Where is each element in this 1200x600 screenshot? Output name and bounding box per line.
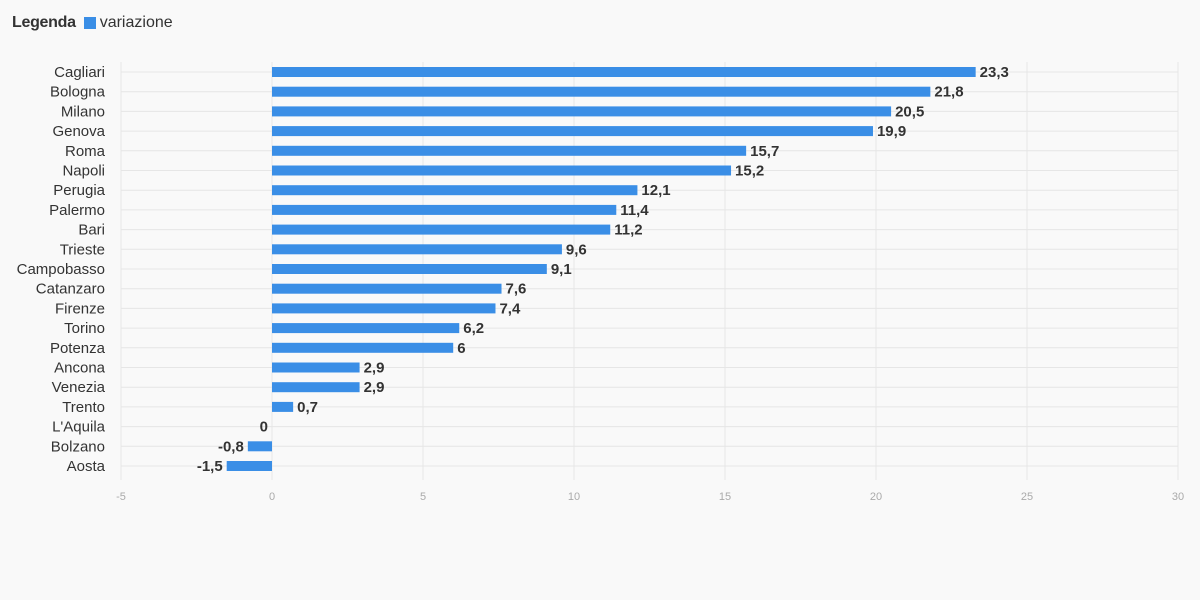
category-label: Milano [61, 103, 105, 120]
bar [272, 401, 294, 412]
value-label: 11,2 [614, 222, 642, 239]
label-layer: Cagliari 23,3 Bologna 21,8 Milano 20,5 Genova 1… [17, 64, 1009, 475]
category-label: Napoli [62, 163, 105, 180]
x-tick-label: -5 [116, 491, 126, 503]
x-tick-label: 5 [420, 491, 426, 503]
value-label: 11,4 [620, 202, 649, 219]
bar [247, 441, 272, 452]
value-label: 12,1 [641, 182, 670, 199]
legend-item-variazione[interactable]: variazione [83, 14, 173, 32]
bar [272, 342, 454, 353]
value-label: 23,3 [980, 64, 1009, 81]
x-axis-ticks: -5 0 5 10 15 20 25 30 [116, 491, 1184, 503]
bar [272, 224, 611, 235]
category-label: Bolzano [51, 438, 105, 455]
category-label: Trento [62, 399, 105, 416]
value-label: -1,5 [197, 458, 223, 475]
x-tick-label: 10 [568, 491, 580, 503]
value-label: 9,1 [551, 261, 572, 278]
bar [272, 126, 873, 137]
value-label: 20,5 [895, 103, 924, 120]
bar [272, 382, 360, 393]
x-tick-label: 15 [719, 491, 731, 503]
bar [272, 244, 562, 255]
legend-title: Legenda [12, 14, 76, 31]
category-label: Catanzaro [36, 281, 105, 298]
category-label: Bologna [50, 84, 106, 101]
value-label: 15,2 [735, 163, 764, 180]
bar [272, 185, 638, 196]
x-tick-label: 20 [870, 491, 882, 503]
category-label: Genova [52, 123, 105, 140]
legend-series-label: variazione [99, 14, 173, 31]
value-label: -0,8 [218, 438, 244, 455]
value-label: 15,7 [750, 143, 779, 160]
legend: Legenda variazione [12, 14, 173, 32]
bar [272, 106, 892, 117]
value-label: 7,6 [506, 281, 527, 298]
bar [272, 323, 460, 334]
bar [272, 86, 931, 97]
value-label: 7,4 [499, 300, 521, 317]
value-label: 0 [260, 419, 268, 436]
category-label: Cagliari [54, 64, 105, 81]
category-label: L'Aquila [52, 419, 106, 436]
bar [272, 145, 747, 156]
category-label: Potenza [50, 340, 106, 357]
value-label: 19,9 [877, 123, 906, 140]
bar [272, 204, 617, 215]
bar [272, 362, 360, 373]
category-label: Campobasso [17, 261, 105, 278]
category-label: Ancona [54, 360, 106, 377]
value-label: 21,8 [934, 84, 963, 101]
bar [272, 283, 502, 294]
value-label: 2,9 [364, 379, 385, 396]
bar [272, 67, 976, 77]
value-label: 0,7 [297, 399, 318, 416]
x-tick-label: 0 [269, 491, 275, 503]
category-label: Torino [64, 320, 105, 337]
category-label: Firenze [55, 300, 105, 317]
category-label: Bari [78, 222, 105, 239]
category-label: Perugia [53, 182, 105, 199]
value-label: 6 [457, 340, 465, 357]
bar [226, 461, 272, 471]
bar-layer [226, 67, 976, 471]
bar [272, 303, 496, 314]
category-label: Palermo [49, 202, 105, 219]
bar [272, 264, 547, 274]
category-label: Venezia [52, 379, 106, 396]
bar [272, 165, 732, 176]
x-tick-label: 25 [1021, 491, 1033, 503]
x-tick-label: 30 [1172, 491, 1184, 503]
category-label: Roma [65, 143, 106, 160]
value-label: 6,2 [463, 320, 484, 337]
value-label: 2,9 [364, 360, 385, 377]
legend-swatch [83, 17, 96, 29]
category-label: Aosta [67, 458, 106, 475]
value-label: 9,6 [566, 241, 587, 258]
category-label: Trieste [60, 241, 105, 258]
